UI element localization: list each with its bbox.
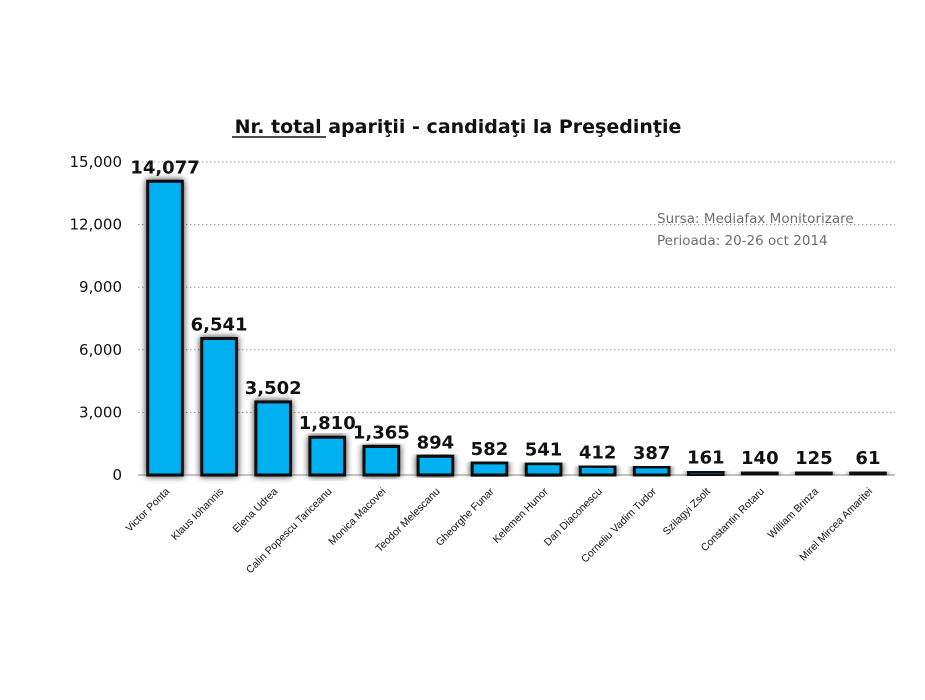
- bar: [578, 464, 617, 477]
- bar: [849, 470, 887, 477]
- y-tick-label: 9,000: [79, 278, 122, 296]
- category-label: William Brinza: [765, 486, 821, 542]
- bar: [795, 470, 833, 477]
- source-annotation: Sursa: Mediafax Monitorizare: [657, 211, 854, 227]
- chart-title: Nr. total apariţii - candidaţi la Preşed…: [235, 116, 682, 138]
- category-label: Victor Ponta: [123, 486, 172, 535]
- gridlines: [138, 161, 895, 413]
- data-label: 140: [741, 448, 779, 469]
- bar: [470, 461, 509, 477]
- y-tick-label: 6,000: [79, 341, 122, 359]
- bar: [308, 435, 347, 477]
- y-tick-label: 12,000: [70, 216, 123, 234]
- data-label: 125: [795, 448, 833, 469]
- data-label: 541: [525, 440, 563, 461]
- category-label: Dan Diaconescu: [542, 486, 605, 549]
- data-label: 387: [633, 443, 671, 464]
- y-tick-label: 15,000: [70, 153, 123, 171]
- bar: [362, 445, 401, 477]
- period-annotation: Perioada: 20-26 oct 2014: [657, 233, 828, 249]
- data-label: 894: [417, 432, 455, 453]
- bar: [416, 454, 455, 477]
- bar: [524, 462, 563, 477]
- data-label: 14,077: [130, 157, 199, 178]
- bar: [686, 470, 725, 477]
- data-label: 3,502: [245, 378, 302, 399]
- bar: [632, 465, 671, 477]
- data-label: 61: [855, 448, 880, 469]
- bar: [200, 337, 238, 477]
- bar: [146, 179, 184, 477]
- data-label: 412: [579, 442, 617, 463]
- data-label: 582: [471, 439, 509, 460]
- bar: [741, 470, 779, 477]
- category-label: Monica Macovei: [326, 486, 388, 548]
- data-label: 6,541: [191, 315, 248, 336]
- data-label: 1,810: [299, 413, 356, 434]
- bars: [146, 179, 887, 477]
- y-tick-label: 0: [112, 466, 122, 484]
- y-axis-ticks: 0 3,000 6,000 9,000 12,000 15,000: [70, 153, 123, 484]
- category-label: Elena Udrea: [231, 486, 281, 536]
- category-label: Szilagyi Zsolt: [661, 486, 713, 538]
- data-label: 1,365: [353, 423, 410, 444]
- data-label: 161: [687, 448, 725, 469]
- category-label: Gheorghe Funar: [434, 485, 497, 548]
- y-tick-label: 3,000: [79, 403, 122, 421]
- category-label: Klaus Iohannis: [169, 486, 226, 543]
- bar: [254, 400, 292, 477]
- category-label: Kelemen Hunor: [491, 485, 551, 545]
